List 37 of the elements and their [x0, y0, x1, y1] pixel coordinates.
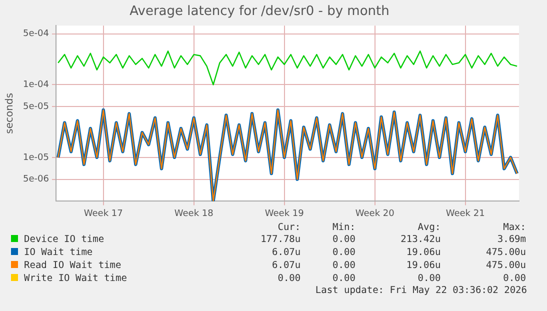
x-tick-label: Week 18 — [174, 208, 214, 219]
text: 0.00 — [502, 272, 527, 285]
text: 177.78u — [260, 233, 302, 246]
text: 6.07u — [271, 259, 302, 272]
legend-label: Device IO time — [23, 233, 106, 246]
y-tick-label: 5e-04 — [22, 29, 50, 40]
legend-label: Read IO Wait time — [23, 259, 122, 272]
text: Cur: — [276, 222, 302, 233]
legend-label: Write IO Wait time — [23, 272, 128, 285]
text: 0.00 — [332, 272, 356, 285]
y-tick-label: 1e-04 — [22, 80, 50, 90]
text: Min: — [332, 222, 356, 233]
legend-label: IO Wait time — [23, 246, 94, 259]
text: 0.00 — [332, 246, 356, 259]
x-tick-label: Week 17 — [84, 208, 123, 219]
text: 3.69m — [496, 233, 527, 246]
y-tick-label: 1e-05 — [22, 152, 49, 163]
text: 19.06u — [405, 246, 442, 259]
text: 19.06u — [405, 259, 442, 272]
chart-title: Average latency for /dev/sr0 - by month — [130, 4, 390, 20]
x-tick-label: Week 20 — [355, 208, 395, 219]
text: 213.42u — [400, 233, 442, 246]
y-tick-label: 5e-06 — [22, 174, 50, 185]
text: 475.00u — [484, 246, 527, 259]
text: 6.07u — [271, 246, 302, 259]
x-tick-label: Week 21 — [446, 208, 485, 219]
y-axis-title: seconds — [4, 92, 16, 134]
x-tick-label: Week 19 — [264, 208, 304, 219]
text: Max: — [502, 222, 527, 233]
text: 0.00 — [416, 272, 442, 285]
text: 0.00 — [276, 272, 302, 285]
text: 475.00u — [484, 259, 527, 272]
text: 0.00 — [332, 259, 356, 272]
y-tick-label: 5e-05 — [22, 102, 49, 112]
text: 0.00 — [332, 233, 356, 246]
text: Avg: — [416, 222, 442, 233]
text: Last update: Fri May 22 03:36:02 2026 — [314, 285, 527, 297]
